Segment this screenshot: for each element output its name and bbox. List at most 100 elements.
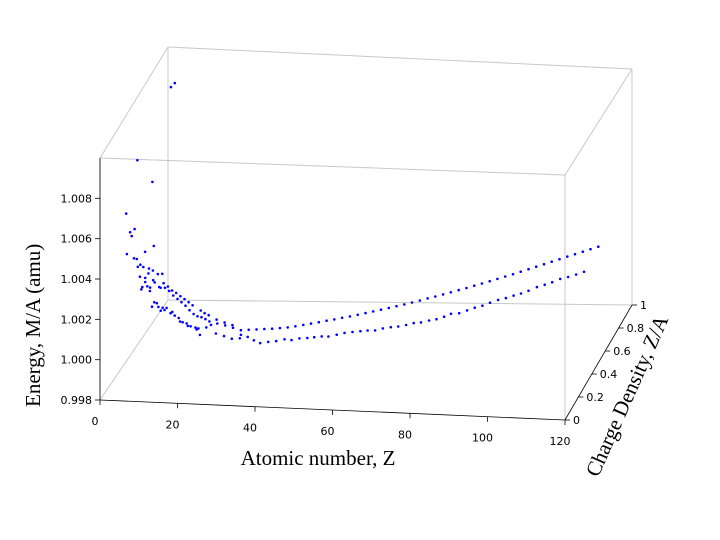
- data-point: [204, 317, 207, 321]
- data-point: [419, 321, 423, 324]
- x-tick-label: 40: [243, 422, 257, 435]
- data-point: [239, 328, 243, 332]
- data-point: [215, 318, 218, 321]
- data-point: [381, 327, 385, 330]
- data-point: [172, 294, 175, 297]
- data-point: [457, 311, 461, 315]
- data-point: [573, 252, 577, 256]
- data-point: [356, 313, 360, 317]
- data-point: [340, 316, 344, 320]
- data-point: [231, 326, 235, 330]
- data-point: [348, 315, 352, 318]
- data-point: [558, 257, 561, 261]
- data-point: [161, 306, 164, 310]
- data-point: [124, 212, 128, 215]
- data-point: [519, 292, 523, 295]
- data-point: [333, 318, 336, 321]
- data-point: [152, 244, 156, 248]
- data-point: [133, 227, 136, 231]
- data-point: [140, 288, 143, 291]
- data-point: [290, 338, 293, 342]
- data-point: [427, 319, 431, 322]
- data-point: [403, 303, 406, 306]
- data-point: [252, 339, 256, 342]
- data-point: [327, 335, 330, 338]
- data-point: [519, 270, 522, 274]
- data-point: [566, 255, 569, 258]
- y-tick-label: 0.4: [600, 368, 618, 381]
- data-point: [410, 301, 414, 304]
- y-tick-label: 0.2: [586, 391, 604, 404]
- x-tick-label: 20: [166, 418, 180, 431]
- data-point: [161, 272, 164, 276]
- data-point: [488, 301, 492, 305]
- data-point: [142, 265, 145, 269]
- data-point: [188, 308, 191, 312]
- data-point: [179, 294, 182, 298]
- data-point: [128, 230, 132, 234]
- data-point: [574, 273, 578, 276]
- data-point: [151, 180, 154, 184]
- box-edge: [564, 68, 633, 176]
- data-point: [412, 321, 416, 325]
- data-point: [147, 272, 150, 275]
- data-point: [155, 301, 159, 305]
- data-point: [125, 252, 129, 256]
- data-point: [152, 301, 156, 304]
- data-point: [481, 304, 484, 308]
- data-point: [496, 277, 499, 281]
- data-point: [472, 284, 476, 288]
- data-point: [534, 265, 538, 269]
- data-point: [274, 339, 278, 343]
- data-point: [309, 322, 313, 325]
- data-point: [163, 308, 166, 312]
- x-tick-label: 0: [92, 415, 99, 428]
- data-point: [395, 304, 398, 308]
- data-point: [238, 337, 242, 340]
- data-point: [566, 275, 570, 279]
- data-point: [132, 257, 136, 260]
- data-point: [169, 311, 172, 315]
- data-point: [143, 250, 147, 254]
- box-edge: [167, 46, 633, 70]
- data-point: [306, 336, 309, 340]
- data-point: [163, 286, 167, 290]
- data-point: [270, 327, 274, 331]
- data-point: [387, 306, 391, 310]
- data-point: [396, 325, 400, 328]
- data-point: [247, 328, 250, 332]
- data-point: [162, 281, 165, 285]
- data-point: [209, 323, 213, 327]
- tick-layer: 0 20 40 60 80 100 12000.20.40.60.810.9981.0001…: [61, 192, 648, 448]
- y-tick-label: 0: [573, 414, 580, 427]
- data-point: [189, 325, 192, 328]
- data-point: [426, 297, 429, 300]
- data-point: [130, 234, 133, 238]
- data-point: [178, 320, 182, 323]
- data-point: [302, 323, 305, 327]
- data-point: [550, 280, 554, 284]
- data-point: [286, 326, 290, 329]
- data-point: [180, 300, 183, 304]
- data-point: [138, 275, 142, 279]
- data-point: [165, 306, 168, 310]
- data-point: [278, 326, 282, 330]
- data-point: [488, 279, 492, 283]
- data-point: [542, 262, 546, 266]
- data-point: [298, 337, 301, 340]
- data-point: [184, 304, 187, 308]
- data-point: [597, 245, 600, 248]
- data-point: [176, 297, 179, 301]
- data-point: [465, 286, 468, 290]
- z-axis-title: Energy, M/A (amu): [21, 244, 45, 407]
- y-tick-label: 1: [640, 299, 647, 312]
- data-point: [136, 158, 139, 162]
- data-point: [359, 329, 362, 333]
- data-point: [364, 311, 367, 315]
- data-point: [325, 319, 328, 323]
- data-point: [582, 270, 586, 274]
- data-point: [187, 300, 190, 304]
- data-point: [418, 299, 422, 302]
- data-point: [186, 324, 190, 328]
- data-point: [216, 322, 219, 325]
